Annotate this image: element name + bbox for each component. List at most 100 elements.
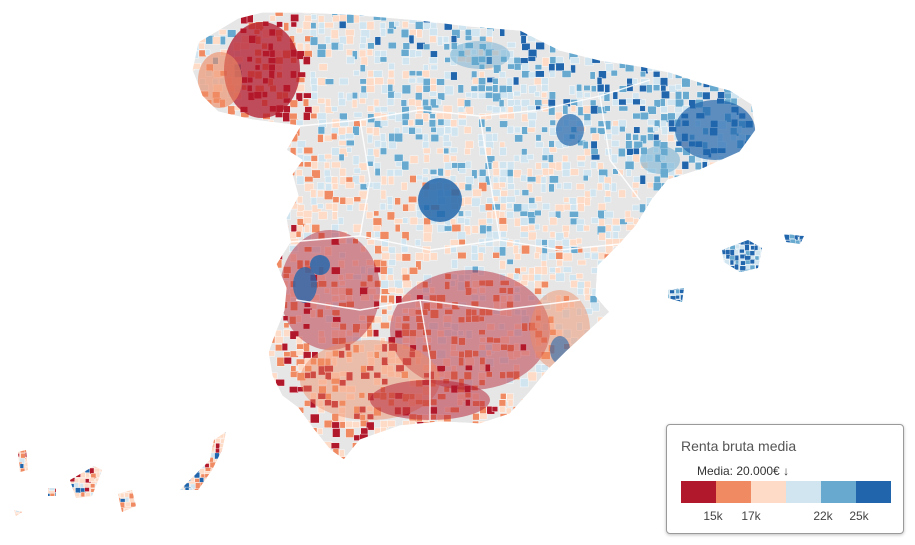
municipality-cell [366,211,374,219]
municipality-cell [770,234,776,235]
municipality-cell [717,13,726,23]
municipality-cell [640,301,649,311]
municipality-cell [669,234,674,236]
municipality-cell [744,230,752,240]
municipality-cell [590,15,600,23]
municipality-cell [90,453,95,458]
municipality-cell [582,141,589,150]
municipality-cell [89,463,95,468]
municipality-cell [682,406,689,417]
municipality-cell [765,240,770,246]
municipality-cell [240,442,251,449]
municipality-cell [423,147,431,154]
municipality-cell [205,309,216,316]
municipality-cell [666,224,674,233]
municipality-cell [794,268,799,275]
municipality-cell [198,42,206,50]
municipality-cell [670,249,675,254]
municipality-cell [422,329,432,336]
municipality-cell [695,295,704,302]
municipality-cell [145,466,153,473]
municipality-cell [632,154,640,163]
municipality-cell [339,77,349,86]
municipality-cell [682,182,691,189]
municipality-cell [745,414,755,424]
municipality-cell [611,309,620,316]
municipality-cell [549,434,558,441]
municipality-cell [604,49,611,56]
municipality-cell [199,323,207,331]
municipality-cell [224,477,226,483]
municipality-cell [570,351,579,359]
municipality-cell [192,188,200,198]
municipality-cell [324,246,333,256]
municipality-cell [702,189,710,199]
municipality-cell [179,432,186,439]
municipality-cell [527,273,536,282]
municipality-cell [90,483,96,489]
municipality-cell [159,457,166,464]
municipality-cell [709,293,716,303]
municipality-cell [317,126,325,135]
municipality-cell [499,28,505,37]
municipality-cell [50,457,55,465]
municipality-cell [14,457,15,464]
municipality-cell [276,127,283,134]
municipality-cell [185,161,190,170]
municipality-cell [689,234,695,235]
municipality-cell [457,316,465,323]
municipality-cell [239,147,250,155]
municipality-cell [20,468,26,474]
municipality-cell [359,314,366,321]
municipality-cell [660,357,669,365]
municipality-cell [478,64,485,70]
municipality-cell [402,280,412,289]
municipality-cell [225,517,231,521]
municipality-cell [716,385,725,392]
municipality-cell [690,306,696,310]
municipality-cell [144,503,151,508]
municipality-cell [30,503,35,511]
municipality-cell [145,488,151,494]
municipality-cell [804,245,810,249]
municipality-cell [192,351,194,357]
municipality-cell [715,255,720,261]
municipality-cell [189,503,195,509]
municipality-cell [311,105,320,114]
municipality-cell [386,97,395,106]
municipality-cell [353,196,362,202]
municipality-cell [640,384,648,393]
municipality-cell [660,275,665,279]
municipality-cell [233,384,240,392]
municipality-cell [374,351,380,359]
municipality-cell [780,259,786,265]
municipality-cell [789,249,795,255]
municipality-cell [192,274,193,282]
municipality-cell [353,70,360,77]
municipality-cell [219,350,227,357]
municipality-cell [659,241,665,245]
municipality-cell [104,476,112,482]
municipality-cell [485,85,493,92]
municipality-cell [374,245,383,254]
municipality-cell [247,434,255,442]
municipality-cell [514,309,521,316]
municipality-cell [679,305,684,311]
municipality-cell [14,447,16,454]
municipality-cell [492,230,501,240]
municipality-cell [268,462,275,468]
municipality-cell [514,134,523,143]
municipality-cell [684,300,689,302]
municipality-cell [765,254,771,260]
municipality-cell [758,91,767,96]
municipality-cell [126,518,131,523]
municipality-cell [394,224,401,233]
municipality-cell [367,239,375,245]
municipality-cell [535,385,543,392]
municipality-cell [769,305,775,310]
municipality-cell [193,437,201,444]
municipality-cell [471,92,478,99]
municipality-cell [661,90,670,99]
municipality-cell [115,427,121,431]
municipality-cell [339,168,347,177]
